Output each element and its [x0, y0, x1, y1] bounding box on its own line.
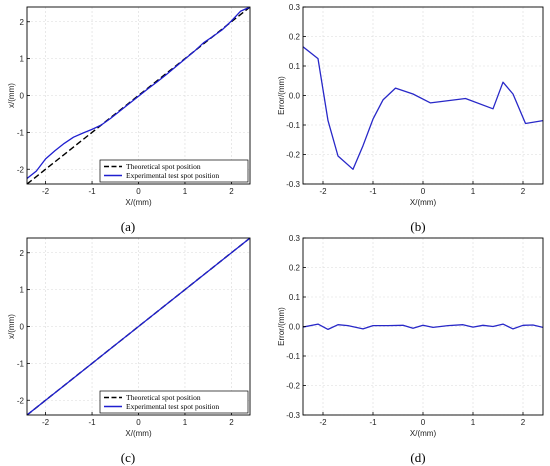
y-tick-label: 0.2 — [289, 33, 301, 42]
x-tick-label: 2 — [229, 187, 234, 196]
y-tick-label: -0.3 — [286, 411, 300, 420]
y-axis-label: Error/(mm) — [277, 76, 286, 115]
y-tick-label: -0.2 — [286, 382, 300, 391]
x-tick-label: 2 — [521, 187, 526, 196]
x-tick-label: -2 — [42, 187, 50, 196]
x-tick-label: 0 — [421, 187, 426, 196]
x-tick-label: -1 — [369, 418, 377, 427]
y-tick-label: -0.1 — [286, 352, 300, 361]
legend-label: Experimental test spot position — [126, 402, 219, 411]
grid — [27, 7, 250, 184]
grid — [27, 238, 250, 415]
x-tick-label: 1 — [183, 418, 188, 427]
y-tick-label: 1 — [20, 55, 25, 64]
chart-panel-3: -2 -1 0 1 2 -2 -1 0 1 2 X/(mm) x/(mm) (c) Theoretical… — [7, 237, 251, 465]
x-tick-label: 1 — [471, 418, 476, 427]
legend-box — [99, 159, 249, 183]
legend-box — [99, 390, 249, 414]
y-tick-label: -1 — [17, 128, 25, 137]
y-tick-label: 0.1 — [289, 293, 301, 302]
x-tick-label: -2 — [319, 187, 327, 196]
panel-caption: (b) — [410, 219, 425, 234]
panel-caption: (a) — [121, 219, 135, 234]
series-line — [27, 238, 250, 415]
y-tick-label: 0 — [20, 323, 25, 332]
y-tick-label: 0.2 — [289, 264, 301, 273]
legend-label: Theoretical spot position — [126, 162, 201, 171]
x-axis-label: X/(mm) — [410, 198, 437, 207]
x-tick-label: -1 — [88, 418, 96, 427]
x-tick-label: -2 — [42, 418, 50, 427]
y-tick-label: 2 — [20, 249, 25, 258]
x-tick-label: 0 — [421, 418, 426, 427]
chart-panel-1: -2 -1 0 1 2 -2 -1 0 1 2 X/(mm) x/(mm) (a) Theoretical… — [7, 6, 251, 234]
y-tick-label: -2 — [17, 396, 25, 405]
y-axis-label: x/(mm) — [7, 314, 16, 339]
y-tick-label: 0.1 — [289, 62, 301, 71]
y-tick-label: -0.1 — [286, 121, 300, 130]
series-line — [303, 46, 543, 170]
x-tick-label: 2 — [229, 418, 234, 427]
y-tick-label: -0.3 — [286, 180, 300, 189]
y-tick-label: -1 — [17, 359, 25, 368]
legend-label: Experimental test spot position — [126, 171, 219, 180]
legend-label: Theoretical spot position — [126, 393, 201, 402]
x-axis-label: X/(mm) — [125, 198, 152, 207]
y-tick-label: 1 — [20, 286, 25, 295]
chart-panel-4: -2 -1 0 1 2 -0.3 -0.2 -0.1 0.0 0.1 0.2 0.3 X/(mm) Err… — [277, 234, 544, 465]
series-line — [303, 323, 543, 331]
y-tick-label: 2 — [20, 18, 25, 27]
x-tick-label: -1 — [88, 187, 96, 196]
y-tick-label: 0.3 — [289, 3, 301, 12]
chart-panel-2: -2 -1 0 1 2 -0.3 -0.2 -0.1 0.0 0.1 0.2 0.3 X/(mm) Err… — [277, 3, 544, 234]
panel-caption: (c) — [121, 450, 135, 465]
y-tick-label: 0.0 — [289, 323, 301, 332]
y-tick-label: -2 — [17, 165, 25, 174]
x-tick-label: 1 — [471, 187, 476, 196]
x-tick-label: 0 — [136, 187, 141, 196]
y-tick-label: 0.0 — [289, 92, 301, 101]
y-axis-label: x/(mm) — [7, 83, 16, 108]
y-tick-label: -0.2 — [286, 151, 300, 160]
y-tick-label: 0 — [20, 92, 25, 101]
x-axis-label: X/(mm) — [410, 429, 437, 438]
x-tick-label: 1 — [183, 187, 188, 196]
panel-caption: (d) — [410, 450, 425, 465]
x-tick-label: 0 — [136, 418, 141, 427]
y-tick-label: 0.3 — [289, 234, 301, 243]
x-axis-label: X/(mm) — [125, 429, 152, 438]
x-tick-label: 2 — [521, 418, 526, 427]
x-tick-label: -2 — [319, 418, 327, 427]
series-line — [27, 7, 250, 180]
y-axis-label: Error/(mm) — [277, 307, 286, 346]
x-tick-label: -1 — [369, 187, 377, 196]
